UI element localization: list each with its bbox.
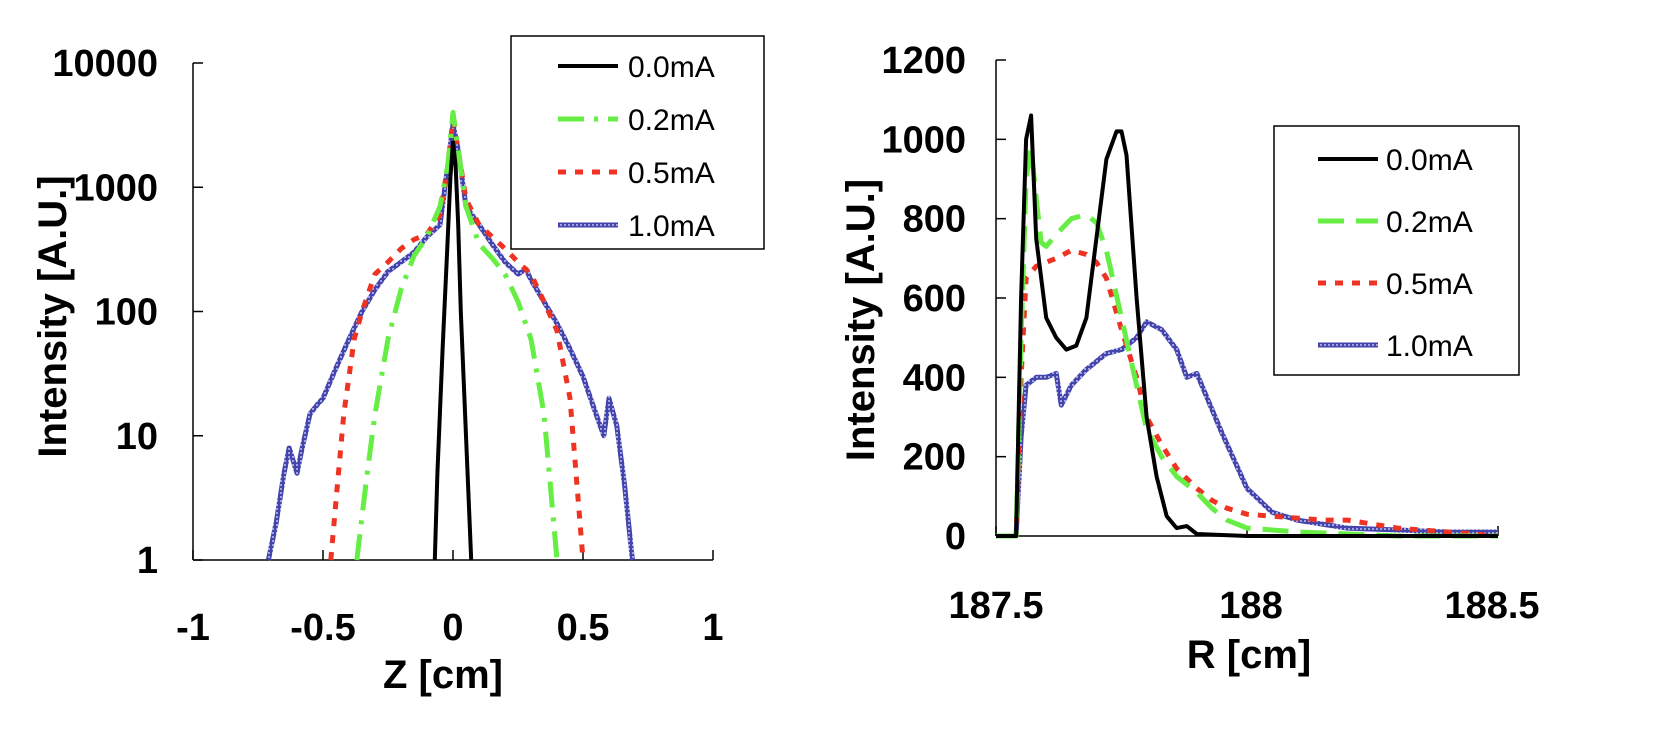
legend-box xyxy=(1273,125,1520,376)
y-tick-label-1: 10 xyxy=(116,416,158,458)
y-tick-label-4: 10000 xyxy=(52,43,158,85)
series-line-0 xyxy=(432,140,474,561)
x-tick-label-0: -1 xyxy=(176,607,210,649)
x-tick-label-0: 187.5 xyxy=(948,585,1043,627)
legend-label-2: 0.5mA xyxy=(628,157,715,190)
y-axis-label: Intensity [A.U.] xyxy=(839,179,883,461)
series-line-1 xyxy=(354,109,560,561)
y-tick-label-3: 600 xyxy=(903,278,966,320)
y-tick-label-0: 0 xyxy=(945,516,966,558)
legend-label-3: 1.0mA xyxy=(628,210,715,243)
legend-box xyxy=(510,35,765,250)
legend-label-0: 0.0mA xyxy=(628,51,715,84)
x-axis-label: Z [cm] xyxy=(383,653,503,697)
y-tick-label-5: 1000 xyxy=(881,119,966,161)
chart-z-profile: 1 10 100 1000 10000 -1 -0.5 0 0.5 1 Z [cm] Intensit… xyxy=(31,35,765,697)
x-tick-label-1: 188 xyxy=(1219,585,1282,627)
y-tick-label-3: 1000 xyxy=(73,167,158,209)
x-tick-label-2: 0 xyxy=(442,607,463,649)
y-tick-label-2: 100 xyxy=(95,292,158,334)
legend-label-3: 1.0mA xyxy=(1386,330,1473,363)
x-tick-label-2: 188.5 xyxy=(1444,585,1539,627)
x-axis-label: R [cm] xyxy=(1187,633,1311,677)
legend-label-0: 0.0mA xyxy=(1386,144,1473,177)
chart-r-profile: 0 200 400 600 800 1000 1200 187.5 188 188.5 R [cm]… xyxy=(839,40,1540,677)
legend-label-1: 0.2mA xyxy=(1386,206,1473,239)
y-tick-label-2: 400 xyxy=(903,357,966,399)
x-tick-label-4: 1 xyxy=(702,607,723,649)
y-tick-label-4: 800 xyxy=(903,199,966,241)
x-tick-label-1: -0.5 xyxy=(290,607,355,649)
y-tick-label-1: 200 xyxy=(903,437,966,479)
series-line-3 xyxy=(996,319,1498,539)
y-axis-label: Intensity [A.U.] xyxy=(31,175,75,457)
legend-label-1: 0.2mA xyxy=(628,104,715,137)
y-tick-label-0: 1 xyxy=(137,540,158,582)
series-line-0 xyxy=(996,113,1498,538)
x-tick-label-3: 0.5 xyxy=(557,607,610,649)
series-line-3 xyxy=(265,122,635,561)
legend-label-2: 0.5mA xyxy=(1386,268,1473,301)
y-tick-label-6: 1200 xyxy=(881,40,966,82)
